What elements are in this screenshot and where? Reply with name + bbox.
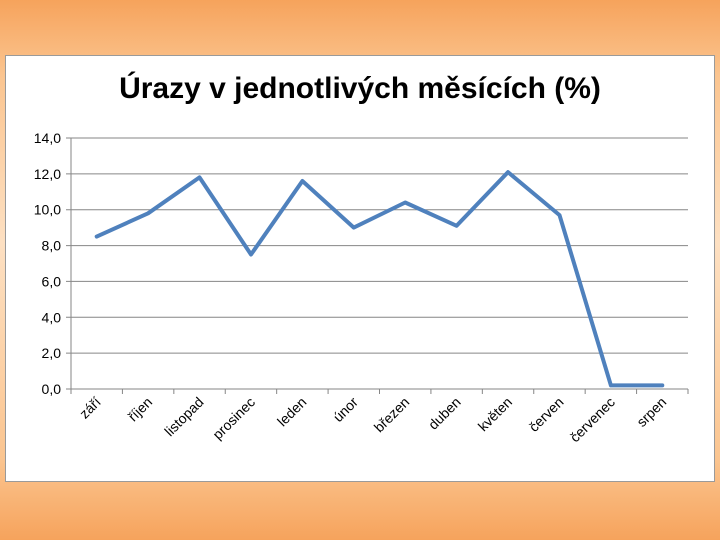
gridlines [66,137,689,394]
chart-title: Úrazy v jednotlivých měsících (%) [119,72,601,105]
series-line [94,170,665,388]
data-point [455,224,459,228]
data-point [660,383,664,387]
y-tick-label: 4,0 [42,309,62,325]
x-tick-label: červenec [567,394,618,445]
x-tick-labels: září říjen listopad prosinec leden únor březen… [76,394,669,446]
y-tick-label: 8,0 [42,238,62,254]
data-point [249,253,253,257]
y-tick-label: 10,0 [34,202,61,218]
x-tick-label: listopad [161,394,206,439]
x-tick-label: červen [526,394,567,435]
x-tick-label: srpen [633,394,669,430]
x-tick-label: duben [425,394,464,433]
data-point [146,211,150,215]
x-tick-label: říjen [125,394,156,425]
series-layer [94,170,665,388]
data-point [403,201,407,205]
chart-panel [5,55,715,482]
y-tick-label: 6,0 [42,273,62,289]
data-point [198,175,202,179]
data-point [352,226,356,230]
x-tick-label: únor [330,394,361,425]
x-tick-label: září [76,394,104,422]
data-point [557,213,561,217]
y-tick-label: 12,0 [34,166,61,182]
x-tick-label: prosinec [209,394,258,443]
data-point [609,383,613,387]
data-point [95,235,99,239]
data-point [300,179,304,183]
y-tick-label: 2,0 [42,345,62,361]
y-tick-labels: 0,0 2,0 4,0 6,0 8,0 10,0 12,0 14,0 [34,130,61,397]
data-point [506,170,510,174]
x-tick-label: květen [475,394,515,434]
y-tick-label: 0,0 [42,381,62,397]
x-tick-label: leden [274,394,310,430]
y-tick-label: 14,0 [34,130,61,146]
x-tick-label: březen [371,394,413,436]
